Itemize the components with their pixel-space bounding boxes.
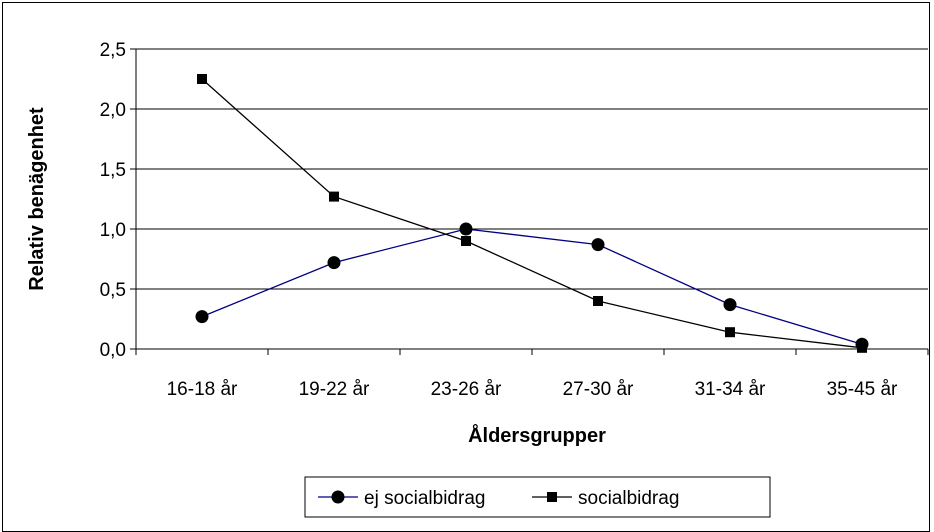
legend-label: ej socialbidrag [364, 488, 485, 509]
data-point-circle [723, 298, 737, 312]
x-axis-title: Åldersgrupper [468, 423, 606, 447]
y-tick-label: 0,5 [100, 280, 126, 301]
data-point-circle [327, 256, 341, 270]
y-axis-title: Relativ benägenhet [26, 107, 48, 291]
gridlines [136, 48, 928, 290]
axes [130, 48, 929, 355]
legend-marker-square [547, 492, 557, 502]
data-point-square [461, 236, 471, 246]
legend: ej socialbidrag socialbidrag [304, 476, 771, 518]
legend-label: socialbidrag [578, 488, 679, 509]
data-point-square [593, 296, 603, 306]
data-point-square [725, 327, 735, 338]
x-tick-label: 23-26 år [431, 379, 502, 400]
x-tick-label: 16-18 år [167, 379, 238, 400]
x-tick-labels: 16-18 år 19-22 år 23-26 år 27-30 år 31-34 år… [167, 379, 898, 400]
y-tick-label: 2,5 [100, 40, 126, 61]
x-tick-label: 31-34 år [695, 379, 766, 400]
y-tick-label: 1,5 [100, 160, 126, 181]
series-lines [201, 78, 863, 349]
y-tick-label: 2,0 [100, 100, 126, 121]
data-point-circle [459, 222, 473, 236]
line-chart: 0,0 0,5 1,0 1,5 2,0 2,5 16-18 år 19-22 år 23-26… [26, 40, 929, 518]
data-point-circle [591, 238, 605, 252]
x-tick-label: 35-45 år [827, 379, 898, 400]
series-markers [195, 74, 869, 353]
y-tick-label: 1,0 [100, 220, 126, 241]
x-tick-label: 27-30 år [563, 379, 634, 400]
data-point-square [197, 74, 207, 84]
data-point-square [857, 342, 867, 353]
y-tick-label: 0,0 [100, 340, 126, 361]
legend-marker-circle [331, 490, 345, 504]
series-line [201, 228, 863, 345]
data-point-square [329, 191, 339, 202]
series-line [201, 78, 863, 349]
x-tick-label: 19-22 år [299, 379, 370, 400]
y-tick-labels: 0,0 0,5 1,0 1,5 2,0 2,5 [100, 40, 126, 361]
data-point-circle [195, 310, 209, 324]
